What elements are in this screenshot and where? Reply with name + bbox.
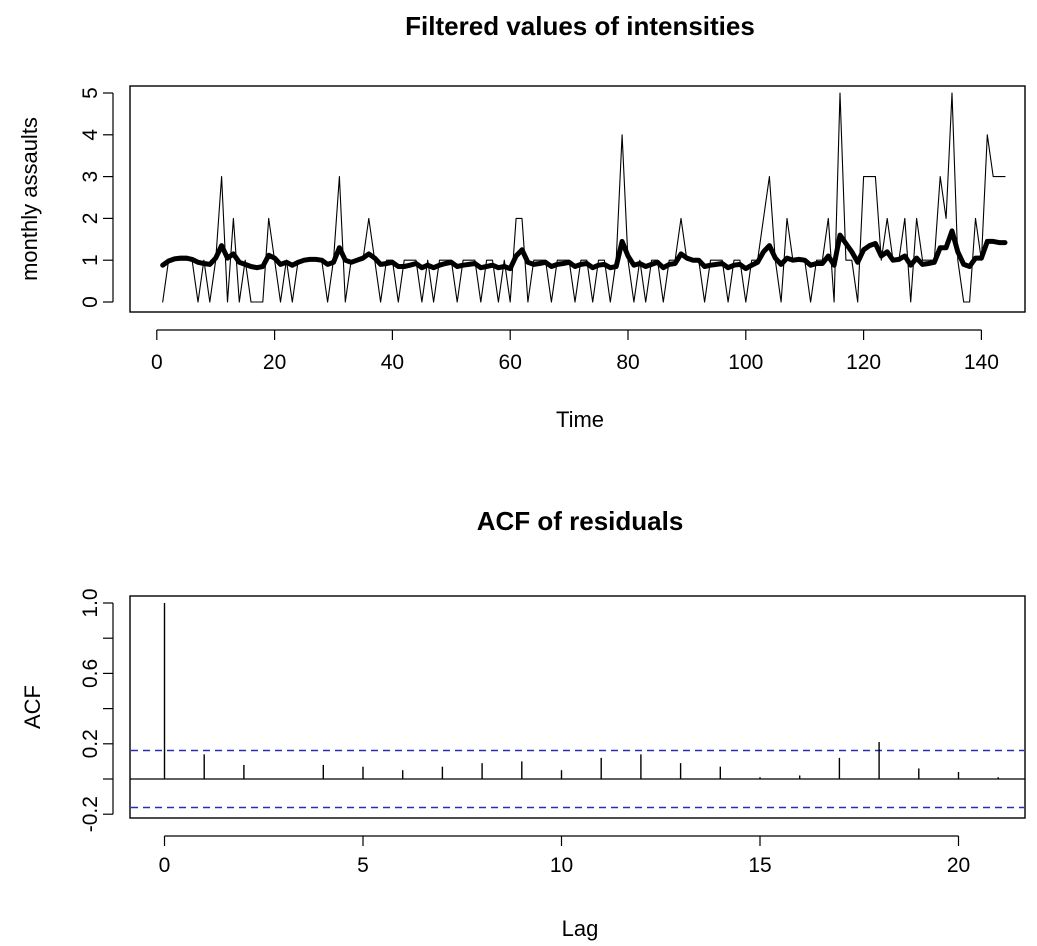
acf-y-axis-label: ACF xyxy=(20,685,45,729)
intensity-x-tick-label: 20 xyxy=(263,351,286,374)
acf-x-tick-label: 10 xyxy=(550,854,573,877)
intensity-y-tick-label: 2 xyxy=(79,213,102,225)
intensity-x-tick-label: 80 xyxy=(616,351,639,374)
intensity-y-axis-label: monthly assaults xyxy=(17,117,42,281)
intensity-plot-frame xyxy=(129,85,1026,313)
acf-x-tick-label: 15 xyxy=(748,854,771,877)
monthly-assaults-line xyxy=(162,92,1006,303)
acf-plot-frame xyxy=(129,595,1026,819)
intensity-x-tick-label: 100 xyxy=(728,351,763,374)
acf-y-tick-label: 0.6 xyxy=(79,659,102,688)
intensity-plot: Filtered values of intensities 0 20 40 60 80… xyxy=(17,11,1026,432)
intensity-x-axis-label: Time xyxy=(556,407,604,432)
acf-plot-title: ACF of residuals xyxy=(477,506,684,536)
intensity-x-tick-label: 120 xyxy=(846,351,881,374)
acf-x-tick-label: 5 xyxy=(357,854,369,877)
acf-y-tick-label: -0.2 xyxy=(79,796,102,832)
acf-y-tick-label: 1.0 xyxy=(79,588,102,617)
intensity-x-tick-label: 140 xyxy=(964,351,999,374)
intensity-x-tick-label: 0 xyxy=(151,351,163,374)
acf-x-tick-label: 20 xyxy=(947,854,970,877)
filtered-intensity-line xyxy=(160,228,1008,272)
acf-plot: ACF of residuals 0 5 10 15 20 -0.2 0.2 0.6 1.0 L… xyxy=(20,506,1026,941)
acf-x-axis-label: Lag xyxy=(562,916,599,941)
intensity-y-tick-label: 0 xyxy=(79,296,102,308)
intensity-y-tick-label: 5 xyxy=(79,87,102,99)
acf-x-tick-label: 0 xyxy=(159,854,171,877)
intensity-y-tick-label: 4 xyxy=(79,129,102,141)
intensity-y-tick-label: 3 xyxy=(79,171,102,183)
intensity-y-tick-label: 1 xyxy=(79,254,102,266)
intensity-plot-title: Filtered values of intensities xyxy=(405,11,755,41)
intensity-x-tick-label: 40 xyxy=(381,351,404,374)
intensity-x-tick-label: 60 xyxy=(499,351,522,374)
acf-y-tick-label: 0.2 xyxy=(79,729,102,758)
